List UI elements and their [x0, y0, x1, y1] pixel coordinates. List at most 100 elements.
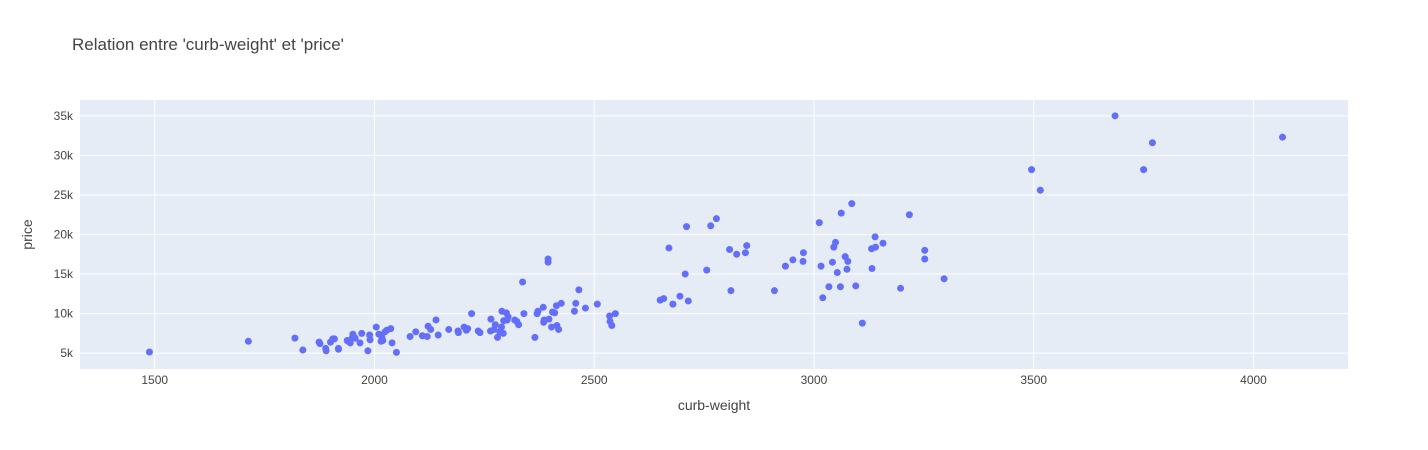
data-point[interactable]: [356, 339, 364, 347]
data-point[interactable]: [468, 310, 476, 318]
data-point[interactable]: [427, 325, 435, 333]
data-point[interactable]: [497, 323, 505, 331]
data-point[interactable]: [392, 348, 400, 356]
data-point[interactable]: [872, 243, 880, 251]
data-point[interactable]: [828, 258, 836, 266]
data-point[interactable]: [434, 331, 442, 339]
data-point[interactable]: [570, 307, 578, 315]
data-point[interactable]: [703, 266, 711, 274]
data-point[interactable]: [575, 286, 583, 294]
data-point[interactable]: [726, 246, 734, 254]
data-point[interactable]: [145, 348, 153, 356]
data-point[interactable]: [445, 325, 453, 333]
data-point[interactable]: [364, 347, 372, 355]
data-point[interactable]: [799, 249, 807, 257]
data-point[interactable]: [581, 304, 589, 312]
data-point[interactable]: [921, 255, 929, 263]
data-point[interactable]: [879, 239, 887, 247]
data-point[interactable]: [848, 200, 856, 208]
data-point[interactable]: [351, 334, 359, 342]
data-point[interactable]: [817, 262, 825, 270]
data-point[interactable]: [799, 257, 807, 265]
data-point[interactable]: [1036, 186, 1044, 194]
data-point[interactable]: [544, 255, 552, 263]
data-point[interactable]: [499, 329, 507, 337]
data-point[interactable]: [819, 294, 827, 302]
data-point[interactable]: [1111, 112, 1119, 120]
data-point[interactable]: [387, 325, 395, 333]
data-point[interactable]: [741, 249, 749, 257]
data-point[interactable]: [244, 337, 252, 345]
data-point[interactable]: [1140, 166, 1148, 174]
data-point[interactable]: [548, 323, 556, 331]
data-point[interactable]: [388, 339, 396, 347]
data-point[interactable]: [684, 297, 692, 305]
data-point[interactable]: [545, 315, 553, 323]
data-point[interactable]: [1148, 139, 1156, 147]
data-point[interactable]: [858, 319, 866, 327]
data-point[interactable]: [330, 335, 338, 343]
data-point[interactable]: [372, 323, 380, 331]
data-point[interactable]: [611, 310, 619, 318]
data-point[interactable]: [519, 278, 527, 286]
data-point[interactable]: [358, 329, 366, 337]
data-point[interactable]: [572, 299, 580, 307]
data-point[interactable]: [593, 300, 601, 308]
data-point[interactable]: [676, 292, 684, 300]
data-point[interactable]: [781, 262, 789, 270]
data-point[interactable]: [727, 287, 735, 295]
data-point[interactable]: [832, 238, 840, 246]
data-point[interactable]: [494, 333, 502, 341]
data-point[interactable]: [515, 321, 523, 329]
data-point[interactable]: [836, 283, 844, 291]
data-point[interactable]: [299, 346, 307, 354]
data-point[interactable]: [379, 337, 387, 345]
data-point[interactable]: [531, 333, 539, 341]
data-point[interactable]: [476, 329, 484, 337]
data-point[interactable]: [291, 334, 299, 342]
data-point[interactable]: [322, 347, 330, 355]
data-point[interactable]: [608, 321, 616, 329]
data-point[interactable]: [669, 300, 677, 308]
data-point[interactable]: [366, 336, 374, 344]
data-point[interactable]: [681, 270, 689, 278]
data-point[interactable]: [770, 287, 778, 295]
data-point[interactable]: [660, 295, 668, 303]
data-point[interactable]: [852, 282, 860, 290]
data-point[interactable]: [733, 250, 741, 258]
data-point[interactable]: [833, 268, 841, 276]
data-point[interactable]: [843, 265, 851, 273]
data-point[interactable]: [412, 328, 420, 336]
data-point[interactable]: [555, 325, 563, 333]
data-point[interactable]: [789, 256, 797, 264]
data-point[interactable]: [504, 313, 512, 321]
data-point[interactable]: [665, 244, 673, 252]
data-point[interactable]: [606, 312, 614, 320]
data-point[interactable]: [534, 307, 542, 315]
data-point[interactable]: [334, 345, 342, 353]
data-point[interactable]: [897, 284, 905, 292]
data-point[interactable]: [491, 321, 499, 329]
data-point[interactable]: [557, 299, 565, 307]
data-point[interactable]: [464, 325, 472, 333]
data-point[interactable]: [346, 339, 354, 347]
data-point[interactable]: [921, 246, 929, 254]
data-point[interactable]: [815, 219, 823, 227]
data-point[interactable]: [743, 242, 751, 250]
data-point[interactable]: [1279, 133, 1287, 141]
data-point[interactable]: [454, 329, 462, 337]
data-point[interactable]: [707, 222, 715, 230]
data-point[interactable]: [905, 211, 913, 219]
data-point[interactable]: [844, 257, 852, 265]
data-point[interactable]: [406, 333, 414, 341]
data-point[interactable]: [871, 233, 879, 241]
data-point[interactable]: [551, 309, 559, 317]
data-point[interactable]: [316, 340, 324, 348]
data-point[interactable]: [1028, 166, 1036, 174]
data-point[interactable]: [423, 333, 431, 341]
data-point[interactable]: [487, 315, 495, 323]
data-point[interactable]: [940, 275, 948, 283]
data-point[interactable]: [539, 303, 547, 311]
data-point[interactable]: [868, 265, 876, 273]
data-point[interactable]: [712, 215, 720, 223]
